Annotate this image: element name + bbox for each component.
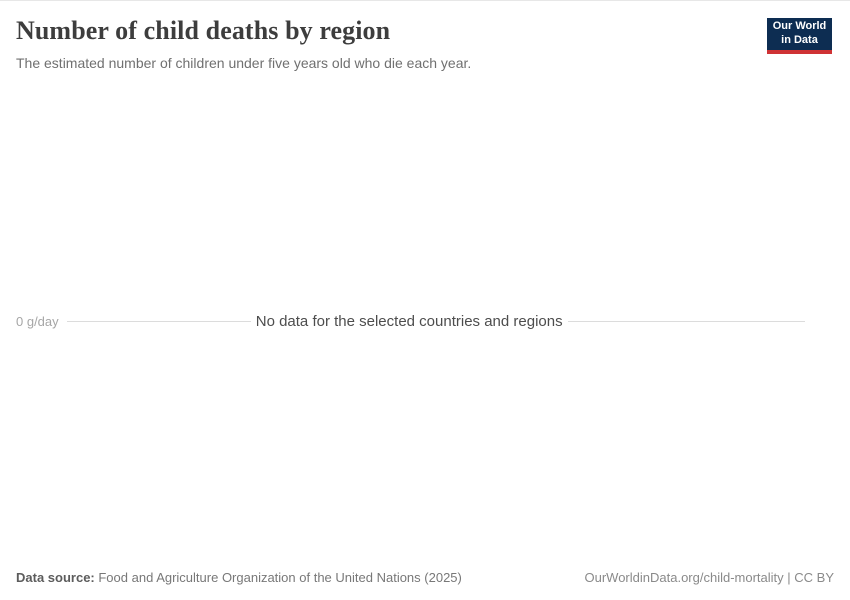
data-source-label: Data source: — [16, 570, 95, 586]
owid-logo[interactable]: Our World in Data — [767, 18, 832, 54]
chart-footer: Data source: Food and Agriculture Organi… — [16, 570, 834, 586]
y-axis-tick-label: 0 g/day — [16, 313, 59, 329]
no-data-row: 0 g/day No data for the selected countri… — [16, 312, 805, 330]
chart-subtitle: The estimated number of children under f… — [16, 55, 472, 71]
grid-line-right — [567, 320, 805, 322]
owid-logo-line1: Our World — [772, 20, 827, 33]
footer-citation-link[interactable]: OurWorldinData.org/child-mortality | CC … — [584, 570, 835, 586]
grid-line-left — [66, 320, 251, 322]
owid-logo-line2: in Data — [781, 34, 818, 46]
data-source-note[interactable]: Data source: Food and Agriculture Organi… — [16, 570, 462, 586]
page-title: Number of child deaths by region — [16, 16, 391, 45]
data-source-value: Food and Agriculture Organization of the… — [94, 570, 462, 586]
no-data-message: No data for the selected countries and r… — [255, 312, 563, 330]
